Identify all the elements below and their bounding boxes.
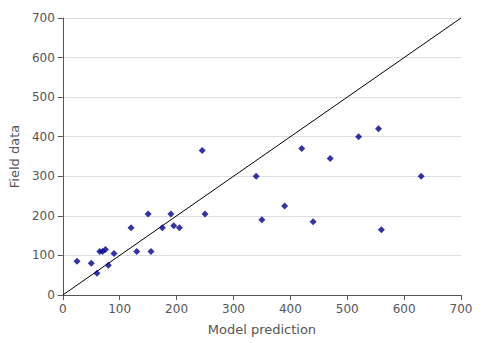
svg-text:300: 300: [222, 302, 245, 316]
svg-text:700: 700: [450, 302, 473, 316]
svg-text:600: 600: [32, 51, 55, 65]
svg-text:100: 100: [108, 302, 131, 316]
svg-text:300: 300: [32, 169, 55, 183]
svg-text:0: 0: [47, 288, 55, 302]
svg-text:200: 200: [32, 209, 55, 223]
svg-text:0: 0: [59, 302, 67, 316]
svg-text:500: 500: [32, 90, 55, 104]
svg-text:100: 100: [32, 248, 55, 262]
svg-text:200: 200: [165, 302, 188, 316]
svg-text:600: 600: [393, 302, 416, 316]
svg-text:400: 400: [279, 302, 302, 316]
svg-text:500: 500: [336, 302, 359, 316]
svg-text:Field data: Field data: [7, 125, 22, 188]
svg-text:Model prediction: Model prediction: [208, 322, 316, 337]
svg-text:400: 400: [32, 130, 55, 144]
svg-text:700: 700: [32, 11, 55, 25]
